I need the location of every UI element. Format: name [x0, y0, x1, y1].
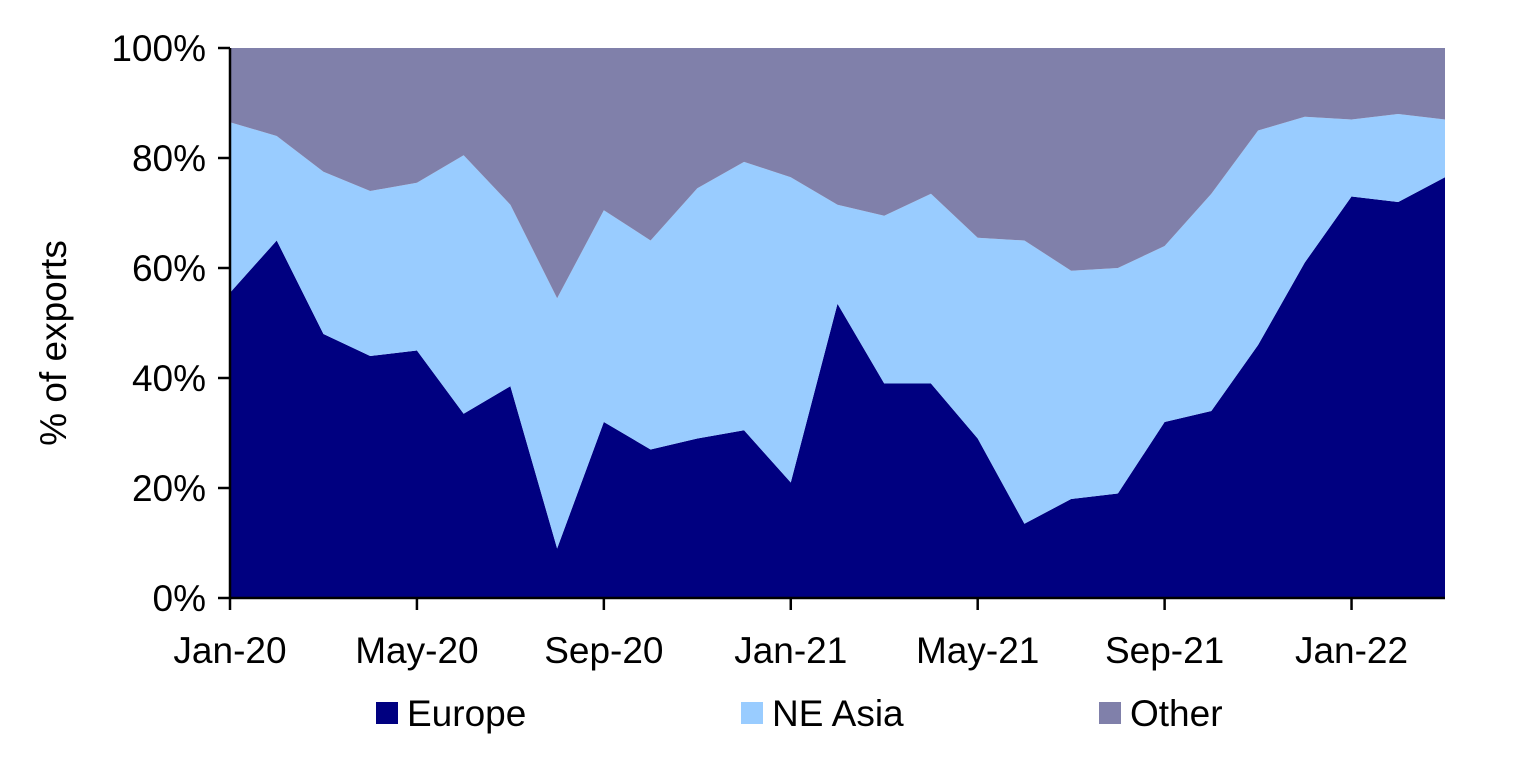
area-other — [230, 48, 1445, 299]
legend: Europe NE Asia Other — [376, 693, 1223, 734]
legend-swatch — [376, 702, 398, 724]
legend-item-other: Other — [1099, 693, 1223, 734]
x-tick-label: May-21 — [916, 630, 1039, 671]
legend-label: Other — [1130, 693, 1223, 734]
x-tick-label: Sep-21 — [1105, 630, 1224, 671]
y-tick-label: 0% — [153, 578, 206, 619]
legend-swatch — [1099, 702, 1121, 724]
area-europe — [230, 177, 1445, 598]
x-tick-label: Sep-20 — [544, 630, 663, 671]
legend-swatch — [741, 702, 763, 724]
legend-item-ne-asia: NE Asia — [741, 693, 904, 734]
x-tick-label: Jan-20 — [173, 630, 286, 671]
legend-label: Europe — [407, 693, 526, 734]
x-tick-label: Jan-22 — [1295, 630, 1408, 671]
legend-item-europe: Europe — [376, 693, 526, 734]
y-tick-label: 80% — [132, 138, 206, 179]
area-layer — [230, 48, 1445, 598]
x-tick-label: May-20 — [355, 630, 478, 671]
y-axis-title: % of exports — [33, 240, 74, 446]
legend-label: NE Asia — [772, 693, 904, 734]
y-tick-label: 40% — [132, 358, 206, 399]
y-tick-label: 60% — [132, 248, 206, 289]
area-ne-asia — [230, 114, 1445, 549]
x-tick-labels: Jan-20 May-20 Sep-20 Jan-21 May-21 Sep-21 Jan-… — [173, 630, 1408, 671]
x-tick-label: Jan-21 — [734, 630, 847, 671]
y-tick-label: 20% — [132, 468, 206, 509]
y-tick-labels: 0% 20% 40% 60% 80% 100% — [111, 28, 206, 619]
axes-layer — [218, 46, 1445, 610]
y-tick-label: 100% — [111, 28, 206, 69]
